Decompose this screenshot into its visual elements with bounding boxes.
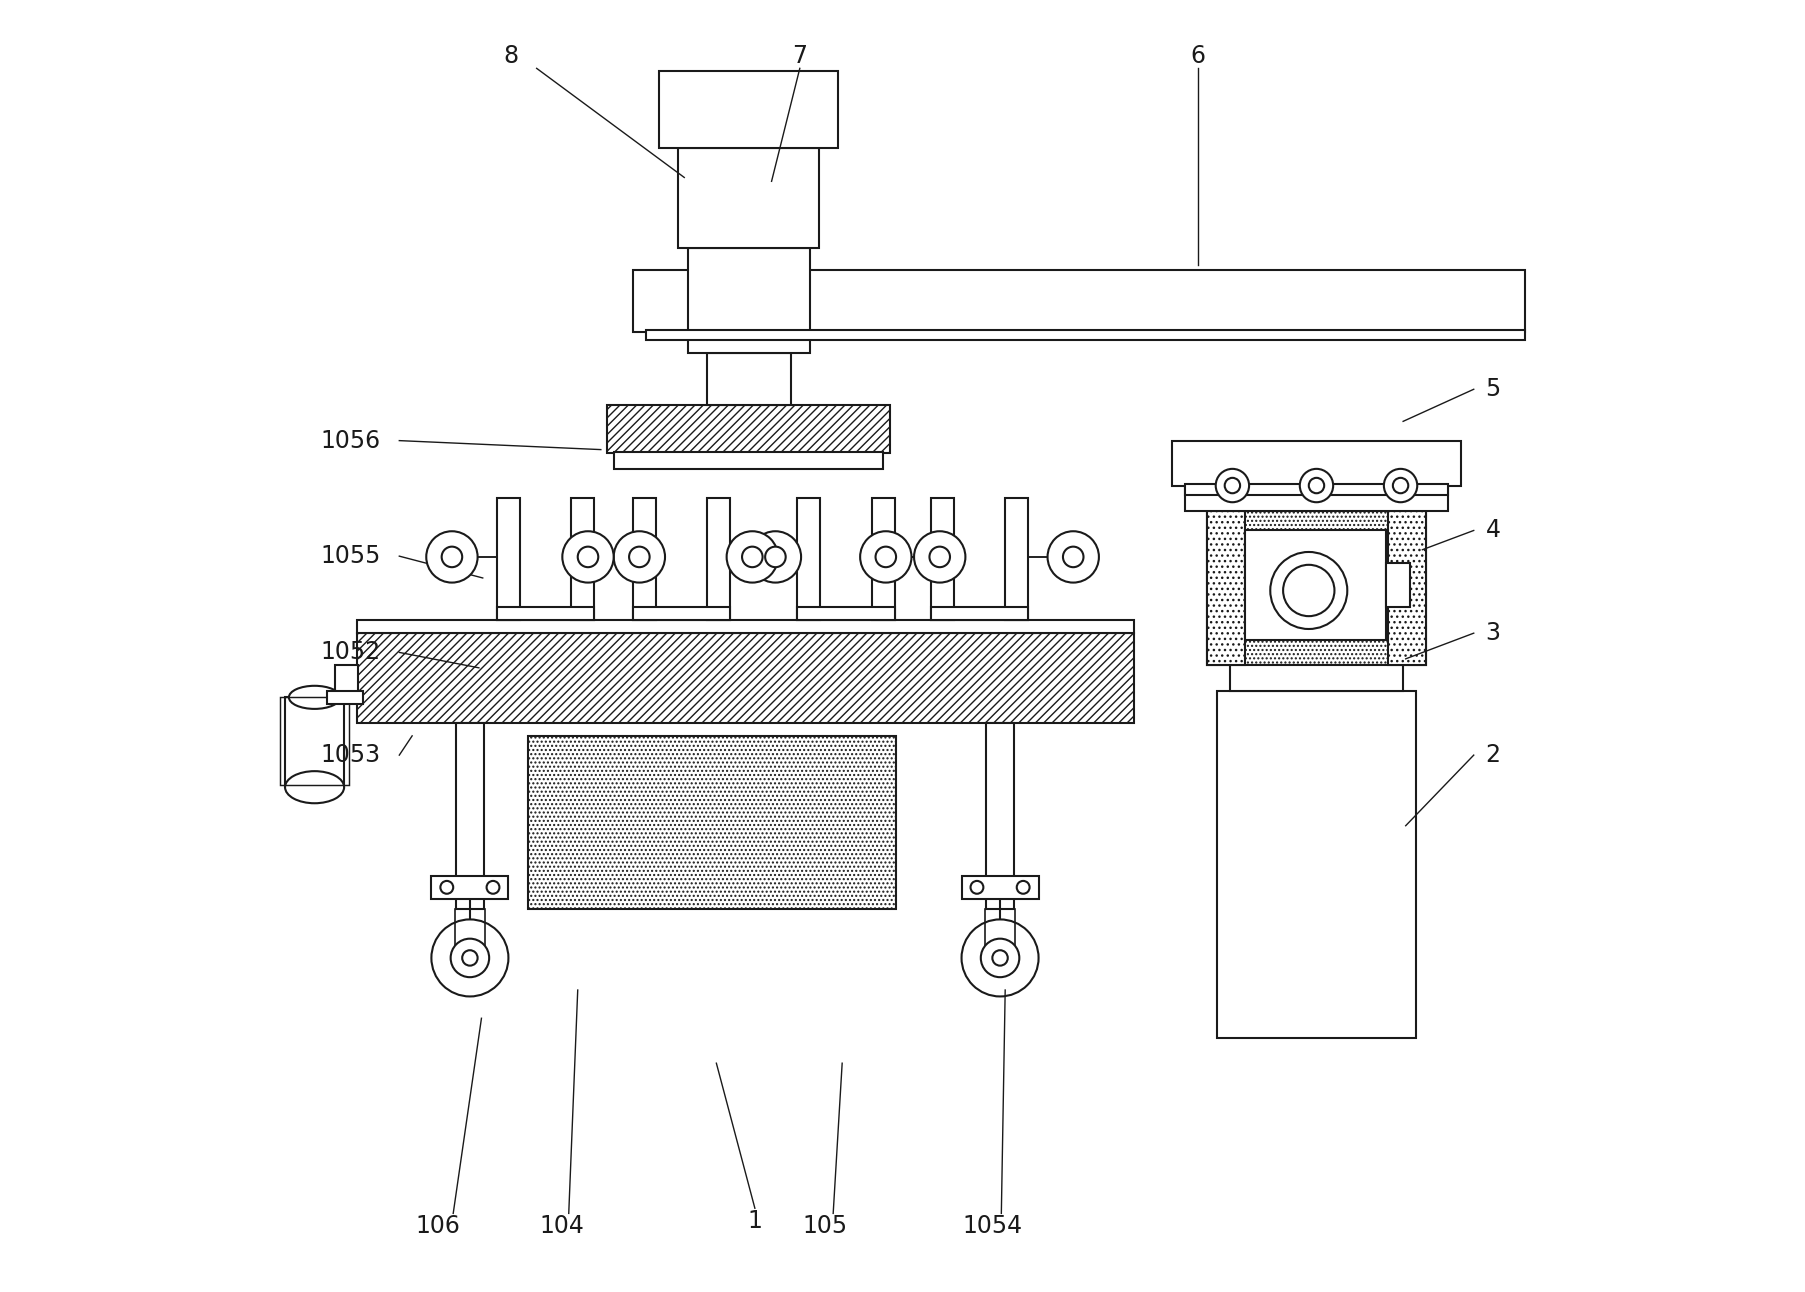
Text: 1054: 1054 (962, 1214, 1022, 1238)
Circle shape (765, 547, 785, 567)
Bar (280, 698, 348, 784)
Circle shape (971, 881, 984, 894)
Bar (285, 698, 345, 787)
Bar (1386, 563, 1410, 607)
Text: 3: 3 (1486, 621, 1500, 645)
Text: 8: 8 (504, 44, 518, 67)
Ellipse shape (1283, 565, 1334, 616)
Circle shape (861, 531, 912, 583)
Ellipse shape (289, 686, 341, 709)
Bar (872, 499, 895, 620)
Bar (634, 270, 1525, 332)
Bar (1217, 691, 1415, 1037)
Bar (646, 331, 1525, 341)
Bar (688, 248, 810, 353)
Bar (527, 736, 895, 910)
Bar (357, 620, 1134, 633)
Bar (572, 499, 594, 620)
Circle shape (980, 939, 1020, 977)
Bar (327, 691, 363, 704)
Circle shape (578, 547, 597, 567)
Circle shape (440, 881, 453, 894)
Circle shape (742, 547, 762, 567)
Text: 1052: 1052 (321, 641, 381, 664)
Bar (1184, 486, 1448, 512)
Bar (1208, 512, 1426, 665)
Text: 105: 105 (803, 1214, 848, 1238)
Bar (496, 499, 520, 620)
Bar (931, 607, 1029, 620)
Circle shape (431, 920, 509, 996)
Text: 104: 104 (540, 1214, 585, 1238)
Text: 1: 1 (747, 1209, 762, 1233)
Circle shape (1309, 478, 1325, 494)
Bar (708, 353, 791, 404)
Ellipse shape (285, 771, 345, 804)
Bar (357, 633, 1134, 724)
Bar (1171, 441, 1460, 486)
Bar (1208, 512, 1245, 665)
Circle shape (442, 547, 462, 567)
Circle shape (426, 531, 478, 583)
Bar (634, 607, 731, 620)
Bar (986, 724, 1014, 910)
Bar (496, 607, 594, 620)
Text: 6: 6 (1189, 44, 1206, 67)
Text: 5: 5 (1486, 377, 1500, 402)
Bar (1229, 665, 1402, 691)
Circle shape (1063, 547, 1083, 567)
Circle shape (1016, 881, 1029, 894)
Text: 1056: 1056 (321, 429, 381, 452)
Circle shape (930, 547, 949, 567)
Circle shape (1047, 531, 1099, 583)
Circle shape (563, 531, 614, 583)
Bar (1184, 484, 1448, 495)
Circle shape (451, 939, 489, 977)
Circle shape (727, 531, 778, 583)
Bar (606, 404, 890, 453)
Bar (614, 452, 883, 469)
Circle shape (462, 950, 478, 965)
Bar (679, 149, 819, 248)
Circle shape (1217, 469, 1249, 503)
Circle shape (1393, 478, 1408, 494)
Bar (457, 724, 484, 910)
Circle shape (614, 531, 664, 583)
Circle shape (1226, 478, 1240, 494)
Bar (431, 876, 509, 899)
Circle shape (749, 531, 801, 583)
Text: 7: 7 (792, 44, 807, 67)
Circle shape (993, 950, 1007, 965)
Ellipse shape (1271, 552, 1347, 629)
Bar (1388, 512, 1426, 665)
Text: 2: 2 (1486, 743, 1500, 767)
Circle shape (630, 547, 650, 567)
Bar (1245, 531, 1386, 640)
Bar (931, 499, 953, 620)
Circle shape (1384, 469, 1417, 503)
Text: 4: 4 (1486, 518, 1500, 543)
Text: 1055: 1055 (319, 544, 381, 568)
Text: 1053: 1053 (321, 743, 381, 767)
Circle shape (962, 920, 1038, 996)
Circle shape (913, 531, 966, 583)
Circle shape (875, 547, 895, 567)
Bar (659, 71, 838, 149)
Bar (634, 499, 655, 620)
Text: 106: 106 (415, 1214, 460, 1238)
Bar (798, 607, 895, 620)
Bar (336, 665, 357, 698)
Circle shape (1300, 469, 1334, 503)
Bar (708, 499, 731, 620)
Bar (1005, 499, 1029, 620)
Bar (962, 876, 1038, 899)
Circle shape (487, 881, 500, 894)
Bar (798, 499, 819, 620)
